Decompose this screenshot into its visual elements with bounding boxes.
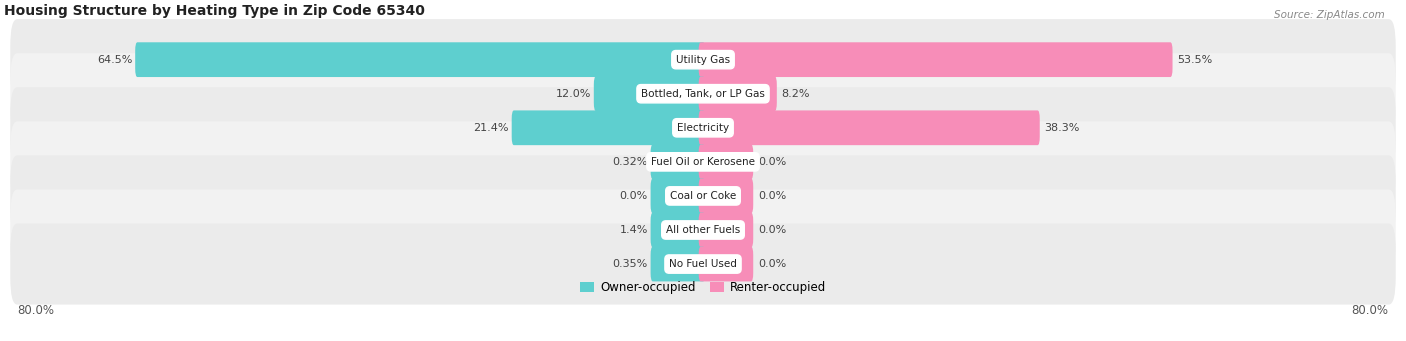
Text: 0.0%: 0.0% xyxy=(758,259,786,269)
Text: 0.0%: 0.0% xyxy=(758,191,786,201)
Text: Bottled, Tank, or LP Gas: Bottled, Tank, or LP Gas xyxy=(641,89,765,99)
FancyBboxPatch shape xyxy=(10,53,1396,134)
Text: Utility Gas: Utility Gas xyxy=(676,55,730,65)
FancyBboxPatch shape xyxy=(651,213,706,247)
FancyBboxPatch shape xyxy=(651,247,706,281)
Text: 0.0%: 0.0% xyxy=(620,191,648,201)
FancyBboxPatch shape xyxy=(10,223,1396,305)
Text: 0.32%: 0.32% xyxy=(613,157,648,167)
Text: Source: ZipAtlas.com: Source: ZipAtlas.com xyxy=(1274,10,1385,20)
Text: 80.0%: 80.0% xyxy=(17,303,55,316)
FancyBboxPatch shape xyxy=(10,155,1396,236)
Text: 8.2%: 8.2% xyxy=(782,89,810,99)
Text: 0.35%: 0.35% xyxy=(613,259,648,269)
FancyBboxPatch shape xyxy=(699,247,754,281)
Text: 53.5%: 53.5% xyxy=(1177,55,1212,65)
FancyBboxPatch shape xyxy=(699,76,776,111)
Text: No Fuel Used: No Fuel Used xyxy=(669,259,737,269)
Text: 38.3%: 38.3% xyxy=(1045,123,1080,133)
FancyBboxPatch shape xyxy=(10,190,1396,270)
FancyBboxPatch shape xyxy=(699,213,754,247)
FancyBboxPatch shape xyxy=(699,145,754,179)
Text: 64.5%: 64.5% xyxy=(97,55,132,65)
FancyBboxPatch shape xyxy=(699,110,1040,145)
Text: 0.0%: 0.0% xyxy=(758,225,786,235)
FancyBboxPatch shape xyxy=(135,42,706,77)
FancyBboxPatch shape xyxy=(10,87,1396,168)
FancyBboxPatch shape xyxy=(512,110,706,145)
FancyBboxPatch shape xyxy=(10,121,1396,203)
FancyBboxPatch shape xyxy=(699,42,1173,77)
Text: 0.0%: 0.0% xyxy=(758,157,786,167)
Legend: Owner-occupied, Renter-occupied: Owner-occupied, Renter-occupied xyxy=(579,281,827,294)
FancyBboxPatch shape xyxy=(699,179,754,213)
Text: Coal or Coke: Coal or Coke xyxy=(669,191,737,201)
Text: Housing Structure by Heating Type in Zip Code 65340: Housing Structure by Heating Type in Zip… xyxy=(4,4,425,18)
FancyBboxPatch shape xyxy=(651,179,706,213)
Text: All other Fuels: All other Fuels xyxy=(666,225,740,235)
Text: 21.4%: 21.4% xyxy=(474,123,509,133)
Text: 1.4%: 1.4% xyxy=(620,225,648,235)
Text: Fuel Oil or Kerosene: Fuel Oil or Kerosene xyxy=(651,157,755,167)
FancyBboxPatch shape xyxy=(10,19,1396,100)
Text: 12.0%: 12.0% xyxy=(555,89,591,99)
FancyBboxPatch shape xyxy=(593,76,706,111)
FancyBboxPatch shape xyxy=(651,145,706,179)
Text: 80.0%: 80.0% xyxy=(1351,303,1389,316)
Text: Electricity: Electricity xyxy=(676,123,730,133)
